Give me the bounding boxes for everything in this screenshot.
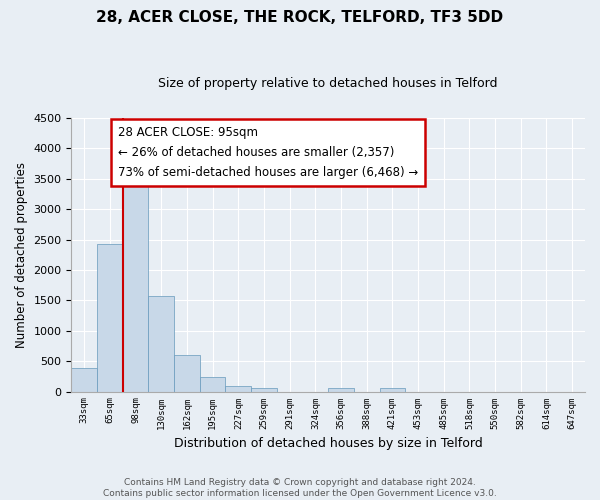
Bar (174, 355, 200, 392)
Bar (123, 172, 148, 392)
Bar (328, 388, 354, 392)
Y-axis label: Number of detached properties: Number of detached properties (15, 162, 28, 348)
Bar (380, 388, 405, 392)
Text: 28, ACER CLOSE, THE ROCK, TELFORD, TF3 5DD: 28, ACER CLOSE, THE ROCK, TELFORD, TF3 5… (97, 10, 503, 25)
Bar (97, 244, 123, 392)
Bar (251, 388, 277, 392)
Bar (200, 377, 226, 392)
Text: 28 ACER CLOSE: 95sqm
← 26% of detached houses are smaller (2,357)
73% of semi-de: 28 ACER CLOSE: 95sqm ← 26% of detached h… (118, 126, 418, 180)
Text: Contains HM Land Registry data © Crown copyright and database right 2024.
Contai: Contains HM Land Registry data © Crown c… (103, 478, 497, 498)
Bar (148, 296, 174, 392)
Title: Size of property relative to detached houses in Telford: Size of property relative to detached ho… (158, 78, 498, 90)
Bar (71, 368, 97, 392)
Bar (226, 386, 251, 392)
X-axis label: Distribution of detached houses by size in Telford: Distribution of detached houses by size … (174, 437, 482, 450)
